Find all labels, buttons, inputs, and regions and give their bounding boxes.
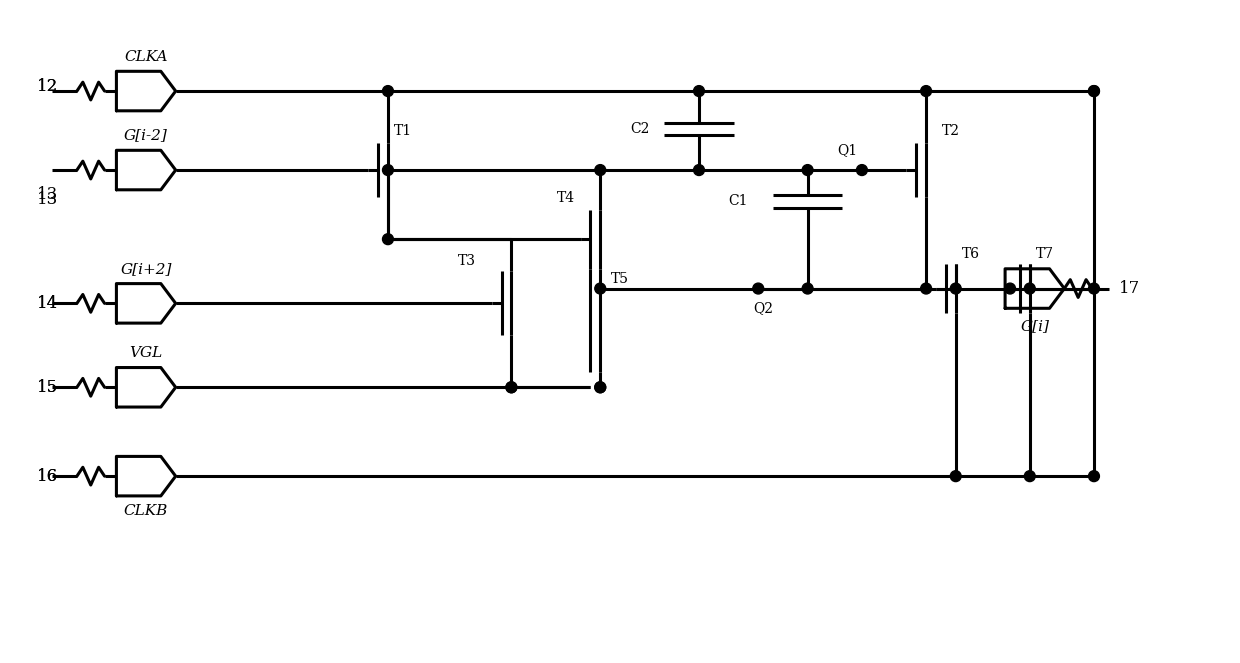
Circle shape — [693, 86, 704, 97]
Text: T6: T6 — [961, 247, 980, 261]
Circle shape — [382, 234, 393, 245]
Circle shape — [857, 164, 867, 176]
Text: 13: 13 — [37, 191, 58, 208]
Text: 16: 16 — [37, 467, 58, 485]
Text: T2: T2 — [942, 124, 960, 138]
Text: CLKB: CLKB — [124, 504, 169, 518]
Circle shape — [920, 283, 931, 294]
Circle shape — [382, 86, 393, 97]
Circle shape — [382, 164, 393, 176]
Circle shape — [1089, 86, 1100, 97]
Text: 14: 14 — [37, 295, 58, 312]
Circle shape — [802, 283, 813, 294]
Circle shape — [920, 86, 931, 97]
Text: T3: T3 — [458, 255, 476, 269]
Text: G[i+2]: G[i+2] — [120, 262, 172, 276]
Circle shape — [693, 164, 704, 176]
Text: 13: 13 — [37, 186, 58, 204]
Circle shape — [506, 382, 517, 392]
Circle shape — [1089, 471, 1100, 481]
Text: VGL: VGL — [129, 345, 162, 360]
Text: Q2: Q2 — [753, 301, 774, 316]
Text: 16: 16 — [37, 467, 58, 485]
Text: G[i-2]: G[i-2] — [124, 129, 167, 143]
Text: T4: T4 — [557, 191, 575, 205]
Circle shape — [595, 382, 605, 392]
Text: 12: 12 — [37, 78, 58, 95]
Circle shape — [753, 283, 764, 294]
Text: T5: T5 — [611, 272, 629, 286]
Circle shape — [1089, 86, 1100, 97]
Circle shape — [950, 471, 961, 481]
Text: CLKA: CLKA — [124, 50, 167, 64]
Circle shape — [802, 164, 813, 176]
Circle shape — [595, 164, 605, 176]
Text: C1: C1 — [729, 194, 748, 208]
Circle shape — [1024, 283, 1035, 294]
Text: G[i]: G[i] — [1021, 319, 1049, 333]
Circle shape — [1004, 283, 1016, 294]
Text: 14: 14 — [37, 295, 58, 312]
Circle shape — [506, 382, 517, 392]
Text: 15: 15 — [37, 379, 58, 396]
Text: T1: T1 — [394, 124, 412, 138]
Text: T7: T7 — [1035, 247, 1054, 261]
Circle shape — [595, 382, 605, 392]
Text: C2: C2 — [630, 121, 650, 135]
Text: 15: 15 — [37, 379, 58, 396]
Circle shape — [950, 283, 961, 294]
Text: 12: 12 — [37, 78, 58, 95]
Text: Q1: Q1 — [837, 143, 857, 157]
Text: 17: 17 — [1118, 280, 1140, 297]
Circle shape — [1024, 471, 1035, 481]
Circle shape — [595, 283, 605, 294]
Circle shape — [1089, 283, 1100, 294]
